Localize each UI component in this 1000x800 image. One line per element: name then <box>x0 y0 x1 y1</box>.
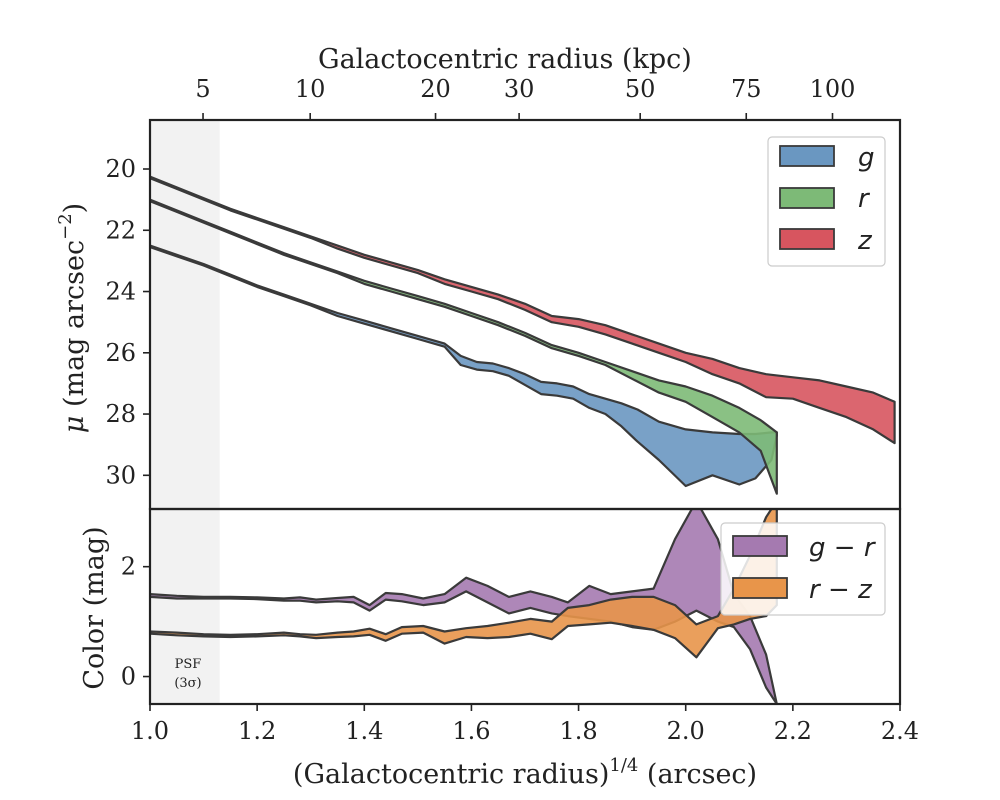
y-tick-label: 20 <box>105 155 136 183</box>
top-x-tick-label: 20 <box>420 75 451 103</box>
legend-swatch-g-r <box>732 535 788 557</box>
x-tick-label: 2.4 <box>881 717 919 745</box>
x-tick-label: 1.4 <box>345 717 383 745</box>
top-x-tick-label: 5 <box>195 75 210 103</box>
legend-swatch-z <box>779 228 835 250</box>
x-tick-label: 2.2 <box>774 717 812 745</box>
legend-swatch-g <box>779 145 835 167</box>
y-axis-label-top: μ (mag arcsec−2) <box>55 203 90 433</box>
top-x-axis-label: Galactocentric radius (kpc) <box>318 44 692 75</box>
x-tick-label: 2.0 <box>667 717 705 745</box>
legend-swatch-r <box>779 187 835 209</box>
x-tick-label: 1.8 <box>559 717 597 745</box>
top-x-tick-label: 100 <box>810 75 856 103</box>
x-tick-label: 1.6 <box>452 717 490 745</box>
y-tick-label: 30 <box>105 461 136 489</box>
x-tick-label: 1.0 <box>131 717 169 745</box>
psf-label: PSF <box>175 657 202 672</box>
psf-sigma-label: (3σ) <box>174 676 201 691</box>
bottom-axes-frame <box>148 507 902 706</box>
y-tick-label: 22 <box>105 216 136 244</box>
top-x-tick-label: 10 <box>295 75 326 103</box>
legend-label-g: g <box>858 143 875 173</box>
top-x-tick-label: 30 <box>504 75 535 103</box>
y-axis-label-bottom: Color (mag) <box>79 526 110 689</box>
surface-brightness-areas <box>150 175 896 495</box>
x-tick-label: 1.2 <box>238 717 276 745</box>
legend-top: g r z <box>767 136 886 267</box>
legend-bottom: g − r r − z <box>720 522 886 616</box>
top-x-tick-label: 50 <box>625 75 656 103</box>
area-r <box>150 198 778 495</box>
area-z <box>150 175 896 445</box>
legend-label-z: z <box>857 226 873 256</box>
color-y-tick-label: 2 <box>121 553 136 581</box>
area-g <box>150 244 778 488</box>
psf-region-top <box>150 120 220 509</box>
ticks: 1.0 1.2 1.4 1.6 1.8 2.0 2.2 2.4 20 22 24 26 28 30 0 2 5 1… <box>105 75 919 745</box>
legend-label-r: r <box>858 184 871 214</box>
legend-label-g-r: g − r <box>809 533 877 563</box>
x-axis-label: (Galactocentric radius)1/4 (arcsec) <box>293 755 757 790</box>
y-tick-label: 24 <box>105 278 136 306</box>
y-tick-label: 26 <box>105 339 136 367</box>
legend-label-r-z: r − z <box>809 575 873 605</box>
color-areas <box>150 509 778 704</box>
area-g-r <box>150 509 778 704</box>
y-tick-label: 28 <box>105 400 136 428</box>
top-x-tick-label: 75 <box>731 75 762 103</box>
psf-region-bottom <box>150 509 220 704</box>
color-y-tick-label: 0 <box>121 663 136 691</box>
legend-swatch-r-z <box>732 577 788 599</box>
